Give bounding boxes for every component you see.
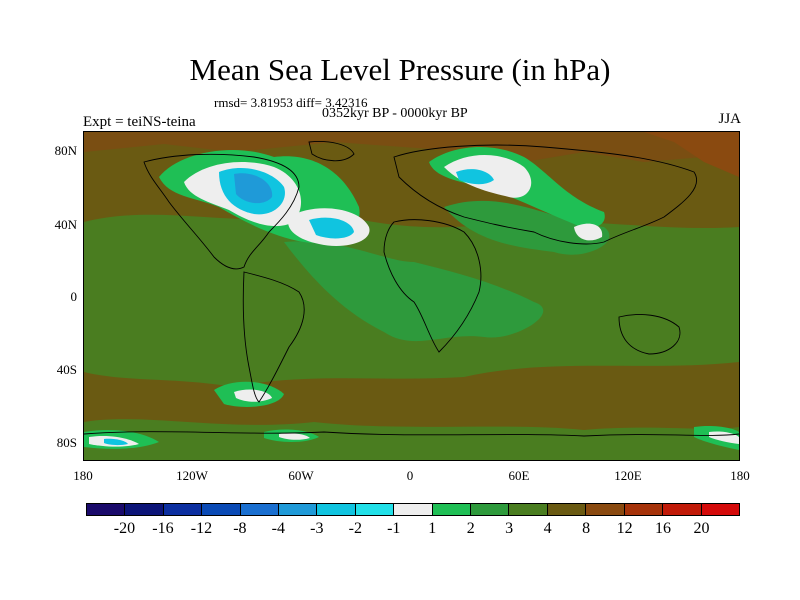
colorbar-label: 16 [655,520,672,537]
y-tick-label: 80N [54,143,77,158]
greenland-coast [308,141,355,162]
time-range-subtitle: 0352kyr BP - 0000kyr BP [322,106,468,121]
x-tick-label: 120E [614,468,642,483]
colorbar-swatch [432,504,472,515]
colorbar-swatch [586,504,625,515]
colorbar-swatch [547,504,587,515]
coastlines [84,141,739,437]
colorbar-swatch [701,504,739,515]
antarctic-low-west-cyan [104,438,128,446]
south-america-coast [242,271,305,403]
season-label: JJA [718,111,741,127]
eurasia-coast [393,144,698,245]
atlantic-low-cyan [309,217,354,239]
colorbar-swatch [87,504,126,515]
colorbar-label: -16 [152,520,174,537]
asia-monsoon-low [444,200,610,255]
colorbar-label: 20 [693,520,710,537]
colorbar-label: 2 [466,520,475,537]
colorbar-swatch [125,504,164,515]
colorbar-label: -1 [387,520,401,537]
colorbar-swatch [509,504,548,515]
colorbar [86,503,740,516]
colorbar-swatch [624,504,664,515]
colorbar-label: -2 [348,520,362,537]
chart-title: Mean Sea Level Pressure (in hPa) [189,52,611,87]
colorbar-label: -12 [190,520,213,537]
stats-line: rmsd= 3.81953 diff= 3.42316 [214,95,368,110]
colorbar-swatch [663,504,702,515]
x-tick-label: 120W [176,468,208,483]
pressure-map [83,131,740,461]
x-tick-label: 180 [73,468,93,483]
colorbar-swatch [317,504,356,515]
colorbar-label: 8 [582,520,591,537]
north-america-coast [143,153,300,270]
australia-coast [618,314,681,355]
y-tick-label: 80S [56,435,77,450]
arctic-pacific-high [644,132,739,177]
y-tick-label: 40N [54,217,77,232]
experiment-label: Expt = teiNS-teina [83,114,196,130]
colorbar-label: -4 [271,520,285,537]
colorbar-label: -8 [233,520,247,537]
y-tick-label: 0 [70,289,78,304]
colorbar-swatch [163,504,203,515]
africa-coast [383,219,482,353]
colorbar-swatch [202,504,241,515]
pressure-field-svg [84,132,739,460]
colorbar-swatch [279,504,318,515]
colorbar-swatch [355,504,395,515]
atlantic-africa-low [284,241,544,342]
colorbar-swatch [471,504,510,515]
x-tick-label: 180 [730,468,750,483]
colorbar-label: 3 [505,520,514,537]
colorbar-swatch [394,504,433,515]
colorbar-label: 12 [616,520,633,537]
antarctica-coast [84,431,739,437]
eurasia-low-cyan [456,169,494,185]
south-atlantic-low-white [234,389,272,402]
north-america-low-core [234,173,273,204]
arctic-high-band [84,132,739,162]
y-tick-label: 40S [56,362,77,377]
colorbar-label: 4 [543,520,552,537]
tibet-low-white [574,223,603,241]
colorbar-label: 1 [428,520,437,537]
colorbar-label: -20 [113,520,136,537]
x-tick-label: 60E [508,468,530,483]
antarctic-belt [84,419,739,460]
x-tick-label: 60W [288,468,314,483]
colorbar-swatch [240,504,280,515]
antarctic-low-center-white [279,433,310,440]
colorbar-label: -3 [310,520,324,537]
x-tick-label: 0 [406,468,414,483]
